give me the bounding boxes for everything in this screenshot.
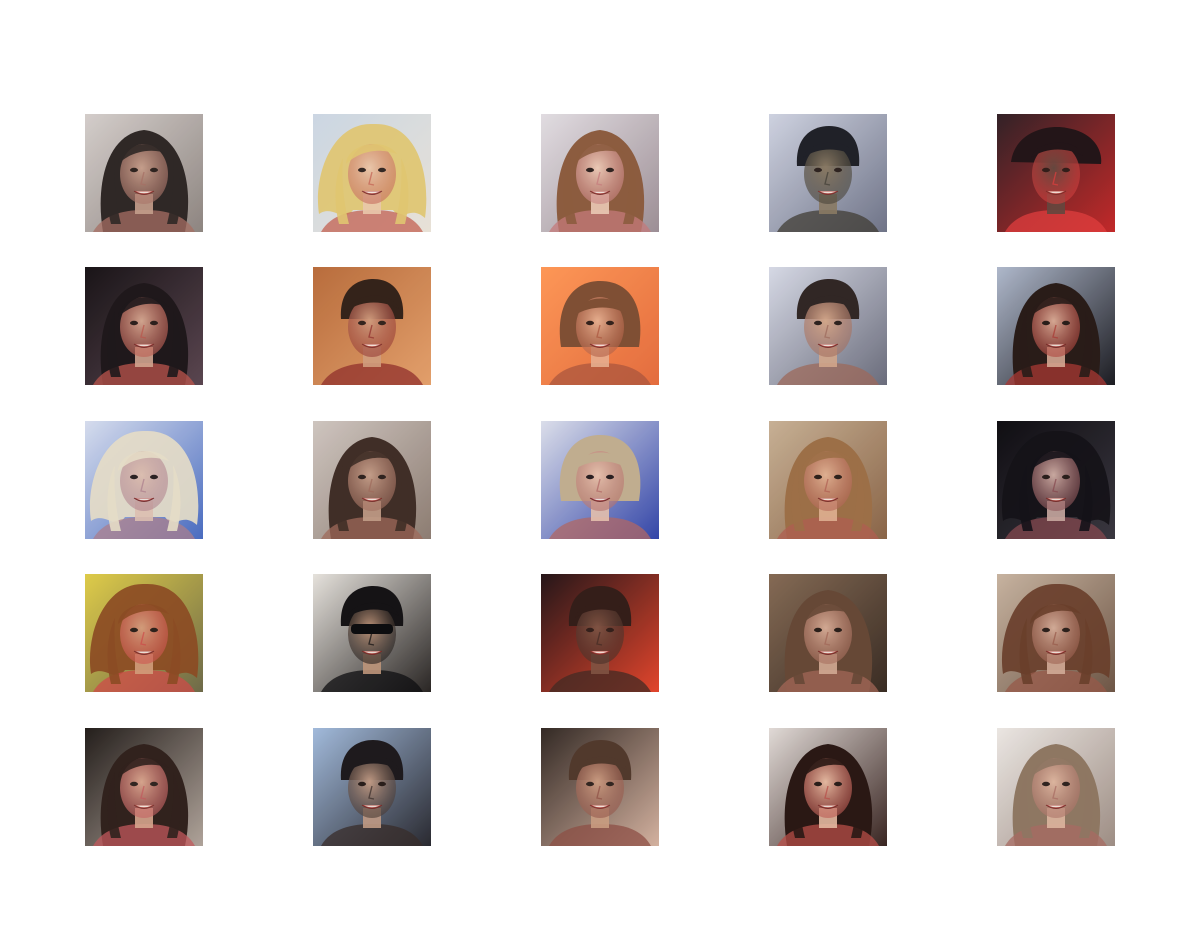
face-sample-image <box>997 267 1115 385</box>
generated-face-picture <box>769 114 887 232</box>
face-sample-image <box>997 114 1115 232</box>
face-sample-image <box>541 728 659 846</box>
face-sample-image <box>541 267 659 385</box>
generated-face-picture <box>769 267 887 385</box>
face-sample-image <box>85 267 203 385</box>
generated-face-picture <box>313 574 431 692</box>
face-sample-image <box>769 114 887 232</box>
generated-face-picture <box>997 114 1115 232</box>
face-sample-image <box>997 421 1115 539</box>
generated-face-picture <box>769 728 887 846</box>
face-sample-image <box>313 574 431 692</box>
generated-face-picture <box>769 421 887 539</box>
generated-face-picture <box>541 114 659 232</box>
face-sample-image <box>313 728 431 846</box>
face-sample-image <box>769 728 887 846</box>
face-sample-image <box>541 421 659 539</box>
generated-face-picture <box>313 421 431 539</box>
generated-face-picture <box>997 421 1115 539</box>
generated-face-picture <box>85 728 203 846</box>
generated-face-picture <box>85 267 203 385</box>
face-sample-image <box>997 574 1115 692</box>
face-sample-image <box>997 728 1115 846</box>
generated-face-picture <box>313 114 431 232</box>
generated-face-picture <box>313 267 431 385</box>
generated-face-picture <box>85 574 203 692</box>
generated-face-picture <box>313 728 431 846</box>
face-sample-image <box>769 421 887 539</box>
face-sample-image <box>85 421 203 539</box>
face-sample-image <box>85 114 203 232</box>
generated-face-picture <box>997 574 1115 692</box>
generated-face-picture <box>541 574 659 692</box>
generated-face-picture <box>769 574 887 692</box>
generated-face-picture <box>85 421 203 539</box>
face-sample-image <box>769 574 887 692</box>
face-sample-image <box>85 728 203 846</box>
generated-face-picture <box>85 114 203 232</box>
face-sample-image <box>769 267 887 385</box>
generated-face-picture <box>541 728 659 846</box>
generated-face-picture <box>541 267 659 385</box>
face-sample-image <box>313 114 431 232</box>
generated-face-picture <box>997 267 1115 385</box>
face-sample-image <box>541 114 659 232</box>
face-sample-image <box>313 267 431 385</box>
face-sample-image <box>313 421 431 539</box>
face-sample-image <box>85 574 203 692</box>
generated-face-picture <box>541 421 659 539</box>
generated-face-picture <box>997 728 1115 846</box>
face-sample-image <box>541 574 659 692</box>
